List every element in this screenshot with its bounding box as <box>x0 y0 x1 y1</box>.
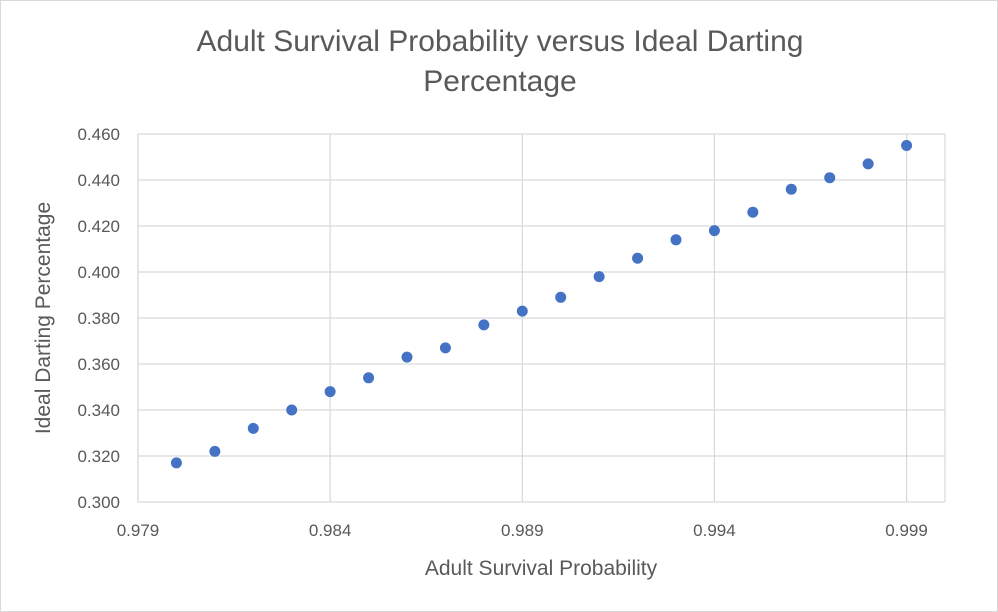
y-tick-label: 0.360 <box>77 355 120 374</box>
data-points <box>170 140 913 469</box>
x-tick-label: 0.979 <box>117 521 160 540</box>
y-tick-label: 0.300 <box>77 493 120 512</box>
x-tick-label: 0.989 <box>501 521 544 540</box>
y-axis-ticks: 0.300 0.320 0.340 0.360 0.380 0.400 0.420 0.440… <box>77 125 120 512</box>
data-point <box>747 206 759 218</box>
data-point <box>286 404 298 416</box>
data-point <box>708 225 720 237</box>
y-tick-label: 0.420 <box>77 217 120 236</box>
data-point <box>516 305 528 317</box>
y-tick-label: 0.440 <box>77 171 120 190</box>
data-point <box>401 351 413 363</box>
data-point <box>170 457 182 469</box>
y-tick-label: 0.340 <box>77 401 120 420</box>
y-tick-label: 0.380 <box>77 309 120 328</box>
y-axis-title: Ideal Darting Percentage <box>32 202 55 434</box>
data-point <box>247 422 259 434</box>
data-point <box>670 234 682 246</box>
data-point <box>632 252 644 264</box>
data-point <box>324 386 336 398</box>
x-tick-label: 0.984 <box>309 521 352 540</box>
data-point <box>862 158 874 170</box>
y-tick-label: 0.320 <box>77 447 120 466</box>
y-tick-label: 0.460 <box>77 125 120 144</box>
data-point <box>209 445 221 457</box>
data-point <box>785 183 797 195</box>
data-point <box>363 372 375 384</box>
x-tick-label: 0.994 <box>693 521 736 540</box>
data-point <box>593 271 605 283</box>
data-point <box>901 140 913 151</box>
chart-title: Adult Survival Probability versus Ideal … <box>196 25 804 98</box>
y-tick-label: 0.400 <box>77 263 120 282</box>
x-axis-ticks: 0.979 0.984 0.989 0.994 0.999 <box>117 521 928 540</box>
x-axis-title: Adult Survival Probability <box>425 557 658 580</box>
data-point <box>439 342 451 354</box>
data-point <box>478 319 490 331</box>
data-point <box>824 172 836 184</box>
gridlines <box>137 133 946 503</box>
data-point <box>555 291 567 303</box>
x-tick-label: 0.999 <box>885 521 928 540</box>
